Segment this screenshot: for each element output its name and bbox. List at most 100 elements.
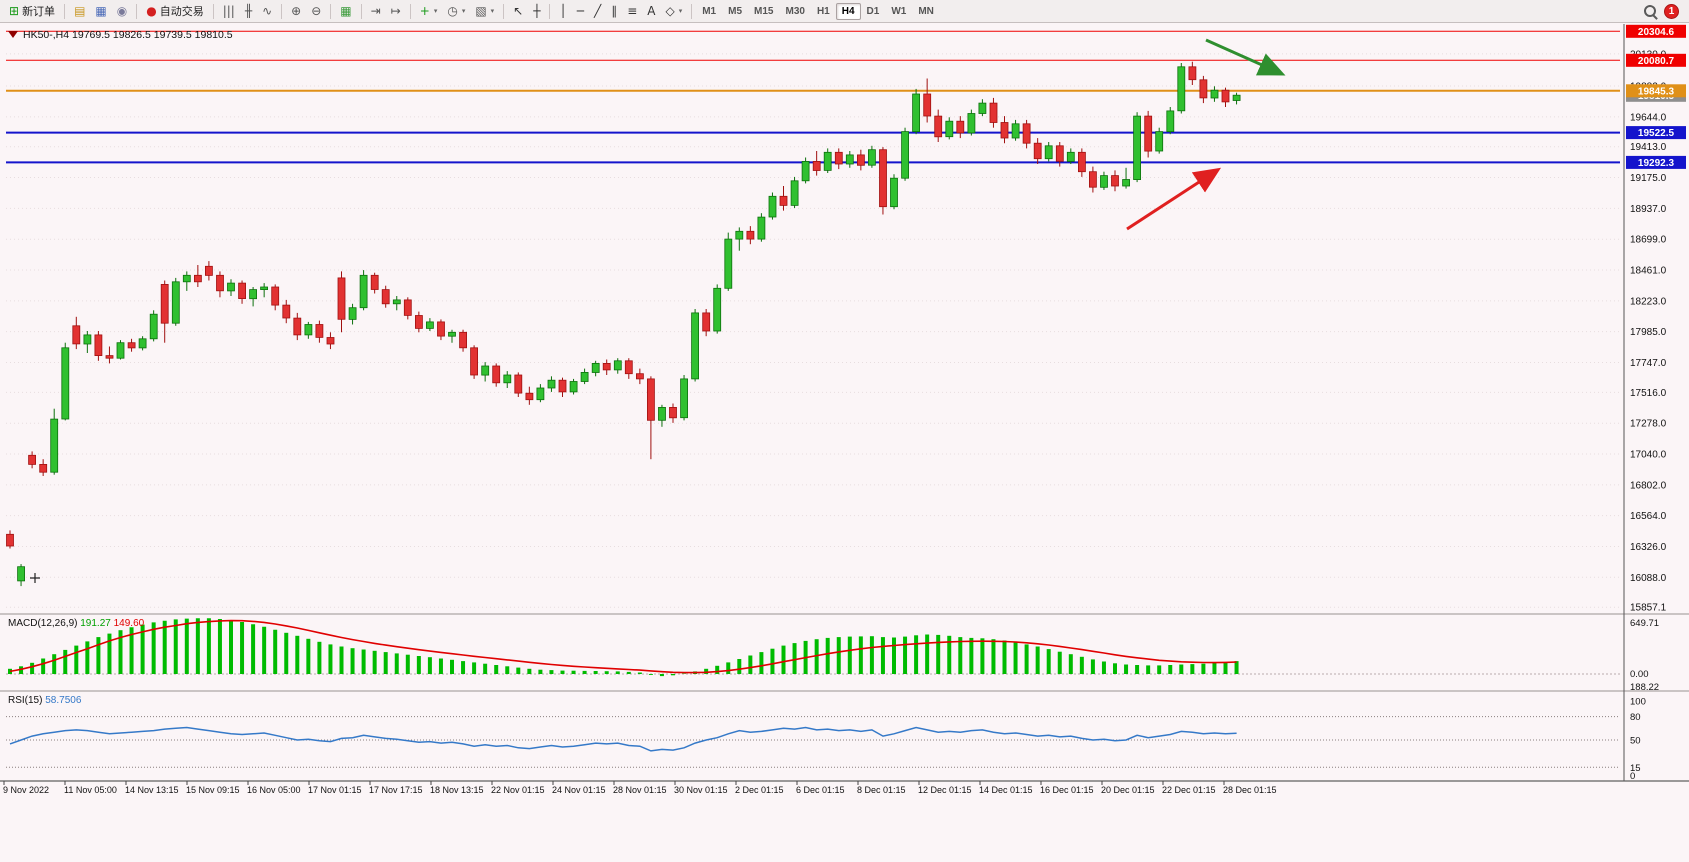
- arrows-shapes-icon: ◇: [665, 4, 675, 18]
- timeframe-h4[interactable]: H4: [835, 2, 861, 20]
- autotrading-button-label: 自动交易: [159, 6, 204, 18]
- timeframe-h1[interactable]: H1: [811, 3, 836, 20]
- templates-button[interactable]: ▧ ▾: [470, 2, 499, 21]
- new-order-icon: ⊞: [9, 4, 20, 18]
- time-axis: 9 Nov 2022 11 Nov 05:00 14 Nov 13:15 15 Nov…: [3, 781, 1277, 795]
- crosshair-icon: ┼: [533, 4, 541, 18]
- timeframe-m5[interactable]: M5: [722, 3, 748, 20]
- svg-text:17747.0: 17747.0: [1630, 358, 1667, 369]
- cursor-icon[interactable]: ↖: [508, 2, 528, 21]
- chevron-down-icon: ▾: [678, 7, 683, 15]
- fibonacci-icon[interactable]: ≡: [622, 2, 642, 21]
- svg-text:18 Nov 13:15: 18 Nov 13:15: [430, 785, 484, 795]
- timeframe-m15[interactable]: M15: [748, 3, 779, 20]
- line-chart-icon[interactable]: ∿: [257, 2, 277, 21]
- chart-profiles-icon: ▤: [74, 4, 86, 18]
- svg-text:16802.0: 16802.0: [1630, 480, 1667, 491]
- auto-scroll-icon: ⇥: [370, 4, 381, 18]
- toolbar: ⊞ 新订单 ▤ ▦ ◉ ● 自动交易 ||| ╫ ∿ ⊕ ⊖ ▦ ⇥ ↦ + ▾ ◷ ▾ ▧ ▾ ↖ ┼ │ ─ ╱ ∥ ≡ A ◇ ▾ M…: [0, 0, 1689, 23]
- svg-text:24 Nov 01:15: 24 Nov 01:15: [552, 785, 606, 795]
- auto-scroll-icon[interactable]: ⇥: [366, 2, 386, 21]
- timeframe-w1[interactable]: W1: [885, 3, 912, 20]
- macd-histogram: [8, 618, 1239, 677]
- svg-text:0: 0: [1630, 771, 1635, 782]
- toolbar-separator: [64, 3, 66, 19]
- notification-badge[interactable]: 1: [1664, 3, 1679, 19]
- timeframe-m30[interactable]: M30: [779, 3, 810, 20]
- candlestick-chart-icon[interactable]: ╫: [240, 2, 257, 21]
- svg-text:17278.0: 17278.0: [1630, 419, 1667, 430]
- svg-text:6 Dec 01:15: 6 Dec 01:15: [796, 785, 845, 795]
- svg-text:11 Nov 05:00: 11 Nov 05:00: [64, 785, 117, 795]
- green-arrow[interactable]: [1205, 38, 1286, 76]
- chart-shift-icon[interactable]: ↦: [386, 2, 406, 21]
- text-icon: A: [647, 4, 656, 18]
- svg-text:28 Dec 01:15: 28 Dec 01:15: [1223, 785, 1277, 795]
- toolbar-separator: [330, 3, 332, 19]
- svg-text:15 Nov 09:15: 15 Nov 09:15: [186, 785, 240, 795]
- chevron-down-icon: ▾: [461, 7, 466, 15]
- tile-windows-icon[interactable]: ▦: [335, 2, 356, 21]
- svg-text:19413.0: 19413.0: [1630, 142, 1667, 153]
- svg-text:22 Nov 01:15: 22 Nov 01:15: [491, 785, 545, 795]
- zoom-in-icon[interactable]: ⊕: [286, 2, 306, 21]
- chart-profiles-icon[interactable]: ▤: [69, 2, 90, 21]
- vertical-line-icon[interactable]: │: [554, 2, 571, 21]
- search-icon[interactable]: [1644, 5, 1656, 17]
- indicators-icon: +: [419, 4, 430, 18]
- timeframe-bar: M1 M5 M15 M30 H1 H4 D1 W1 MN: [696, 2, 940, 20]
- svg-text:17 Nov 17:15: 17 Nov 17:15: [369, 785, 423, 795]
- horizontal-line-icon[interactable]: ─: [572, 2, 589, 21]
- svg-text:19175.0: 19175.0: [1630, 173, 1667, 184]
- autotrading-button[interactable]: ● 自动交易: [141, 2, 208, 21]
- svg-text:649.71: 649.71: [1630, 618, 1659, 629]
- indicators-button[interactable]: + ▾: [415, 2, 443, 21]
- line-chart-icon: ∿: [262, 4, 273, 18]
- svg-text:22 Dec 01:15: 22 Dec 01:15: [1162, 785, 1216, 795]
- svg-text:14 Dec 01:15: 14 Dec 01:15: [979, 785, 1033, 795]
- toolbar-separator: [549, 3, 551, 19]
- red-arrow[interactable]: [1126, 167, 1222, 231]
- zoom-out-icon[interactable]: ⊖: [306, 2, 326, 21]
- data-window-icon[interactable]: ◉: [112, 2, 132, 21]
- market-watch-icon[interactable]: ▦: [90, 2, 111, 21]
- bar-chart-icon[interactable]: |||: [218, 2, 240, 21]
- svg-text:50: 50: [1630, 736, 1641, 747]
- svg-text:20304.6: 20304.6: [1638, 27, 1675, 38]
- toolbar-separator: [691, 3, 693, 19]
- svg-text:19845.3: 19845.3: [1638, 86, 1675, 97]
- svg-text:20 Dec 01:15: 20 Dec 01:15: [1101, 785, 1155, 795]
- toolbar-separator: [136, 3, 138, 19]
- svg-text:17040.0: 17040.0: [1630, 450, 1667, 461]
- svg-text:18699.0: 18699.0: [1630, 235, 1667, 246]
- svg-text:18937.0: 18937.0: [1630, 204, 1667, 215]
- arrows-shapes-button[interactable]: ◇ ▾: [660, 2, 687, 21]
- svg-text:0.00: 0.00: [1630, 669, 1649, 680]
- price-tag-19522.5: 19522.5: [1626, 126, 1686, 140]
- svg-text:2 Dec 01:15: 2 Dec 01:15: [735, 785, 784, 795]
- channel-icon: ∥: [611, 4, 618, 18]
- data-window-icon: ◉: [116, 4, 128, 18]
- crosshair-icon[interactable]: ┼: [528, 2, 545, 21]
- svg-text:17516.0: 17516.0: [1630, 388, 1667, 399]
- timeframe-mn[interactable]: MN: [912, 3, 940, 20]
- periods-button[interactable]: ◷ ▾: [442, 2, 470, 21]
- toolbar-right-cluster: 1: [1644, 3, 1685, 19]
- chart-shift-icon: ↦: [390, 4, 401, 18]
- new-order-button-label: 新订单: [22, 6, 56, 18]
- svg-text:17 Nov 01:15: 17 Nov 01:15: [308, 785, 362, 795]
- channel-icon[interactable]: ∥: [606, 2, 622, 21]
- text-icon[interactable]: A: [642, 2, 660, 21]
- svg-text:20080.7: 20080.7: [1638, 56, 1675, 67]
- one-click-trading-toggle[interactable]: [8, 31, 18, 38]
- svg-text:9 Nov 2022: 9 Nov 2022: [3, 785, 49, 795]
- autotrading-icon: ●: [146, 4, 157, 18]
- svg-text:16564.0: 16564.0: [1630, 511, 1667, 522]
- candlestick-series: [6, 61, 1241, 587]
- timeframe-d1[interactable]: D1: [861, 3, 886, 20]
- trendline-icon[interactable]: ╱: [589, 2, 606, 21]
- new-order-button[interactable]: ⊞ 新订单: [4, 2, 60, 21]
- toolbar-separator: [503, 3, 505, 19]
- timeframe-m1[interactable]: M1: [696, 3, 722, 20]
